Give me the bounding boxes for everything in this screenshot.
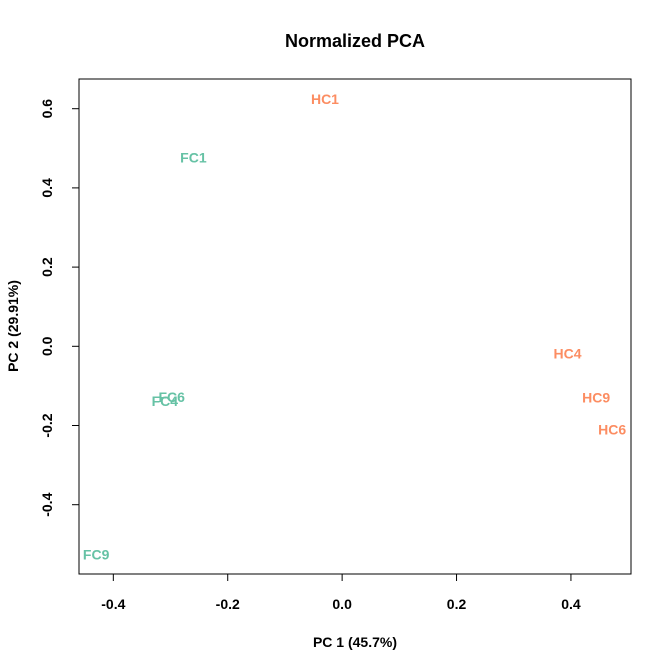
- plot-frame: [78, 78, 632, 575]
- y-tick-label: 0.6: [39, 99, 55, 119]
- y-tick-label: 0.0: [39, 336, 55, 356]
- point-label-hc9: HC9: [582, 389, 610, 405]
- point-label-fc9: FC9: [83, 547, 110, 563]
- point-label-hc4: HC4: [553, 345, 581, 361]
- point-label-fc4: FC4: [152, 393, 179, 409]
- point-label-fc1: FC1: [180, 149, 207, 165]
- x-tick-label: -0.2: [216, 596, 240, 612]
- x-tick-label: 0.0: [332, 596, 352, 612]
- x-tick-label: -0.4: [101, 596, 125, 612]
- y-axis: -0.4 -0.2 0.0 0.2 0.4 0.6: [39, 99, 80, 517]
- x-tick-label: 0.4: [561, 596, 581, 612]
- point-label-hc1: HC1: [311, 91, 339, 107]
- y-tick-label: -0.2: [39, 413, 55, 437]
- x-tick-label: 0.2: [447, 596, 467, 612]
- point-label-fc6: FC6: [158, 389, 185, 405]
- point-label-hc6: HC6: [598, 421, 626, 437]
- chart-title: Normalized PCA: [285, 31, 425, 51]
- y-tick-label: -0.4: [39, 492, 55, 516]
- y-tick-label: 0.4: [39, 178, 55, 198]
- x-axis-label: PC 1 (45.7%): [313, 634, 397, 650]
- y-axis-label: PC 2 (29.91%): [5, 280, 21, 372]
- x-axis: -0.4 -0.2 0.0 0.2 0.4: [101, 573, 581, 612]
- y-tick-label: 0.2: [39, 257, 55, 277]
